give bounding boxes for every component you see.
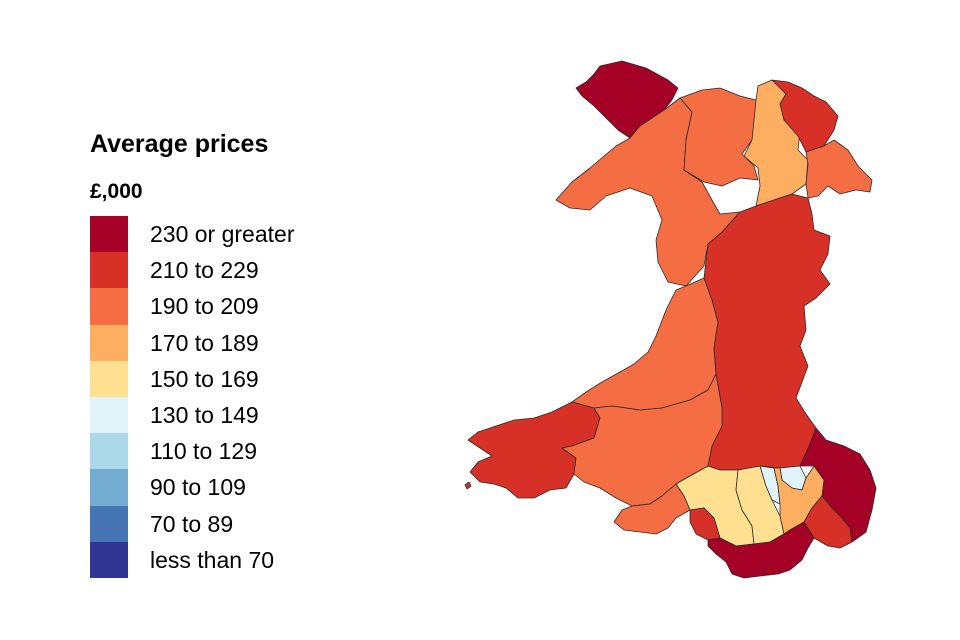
legend-item: less than 70 [90, 541, 294, 578]
map-legend: Average prices £,000 230 or greater 210 … [90, 128, 294, 578]
legend-label: 70 to 89 [150, 510, 234, 537]
legend-items: 230 or greater 210 to 229 190 to 209 170… [90, 216, 294, 578]
map-region [703, 193, 831, 471]
legend-swatch [90, 469, 128, 506]
legend-label: 230 or greater [150, 221, 295, 248]
legend-item: 90 to 109 [90, 469, 294, 506]
legend-item: 110 to 129 [90, 433, 294, 470]
legend-label: 170 to 189 [150, 329, 259, 356]
legend-swatch [90, 541, 128, 578]
legend-label: 190 to 209 [150, 293, 259, 320]
wales-choropleth-map [464, 60, 877, 579]
legend-item: 150 to 169 [90, 360, 294, 397]
map-region [805, 139, 873, 199]
map-region [464, 481, 472, 490]
legend-label: 90 to 109 [150, 474, 246, 501]
map-region [555, 97, 741, 287]
legend-swatch [90, 288, 128, 325]
legend-label: less than 70 [150, 546, 275, 573]
region-shapes [464, 60, 877, 579]
map-region [707, 521, 815, 579]
legend-item: 70 to 89 [90, 505, 294, 542]
map-region [679, 87, 759, 187]
legend-swatch [90, 324, 128, 361]
legend-title: Average prices [90, 130, 269, 158]
legend-item: 170 to 189 [90, 324, 294, 361]
map-region [613, 483, 691, 535]
legend-label: 130 to 149 [150, 402, 259, 429]
legend-label: 150 to 169 [150, 365, 259, 392]
map-region [571, 277, 719, 411]
legend-swatch [90, 505, 128, 542]
legend-item: 230 or greater [90, 216, 295, 253]
legend-item: 190 to 209 [90, 288, 294, 325]
legend-unit: £,000 [90, 180, 143, 203]
legend-item: 130 to 149 [90, 396, 294, 434]
legend-swatch [90, 360, 128, 397]
legend-swatch [90, 216, 128, 253]
legend-label: 110 to 129 [150, 438, 258, 465]
legend-swatch [90, 433, 128, 470]
legend-swatch [90, 396, 128, 434]
legend-label: 210 to 229 [150, 257, 259, 284]
map-region [771, 79, 839, 153]
legend-swatch [90, 252, 128, 289]
legend-item: 210 to 229 [90, 252, 294, 289]
